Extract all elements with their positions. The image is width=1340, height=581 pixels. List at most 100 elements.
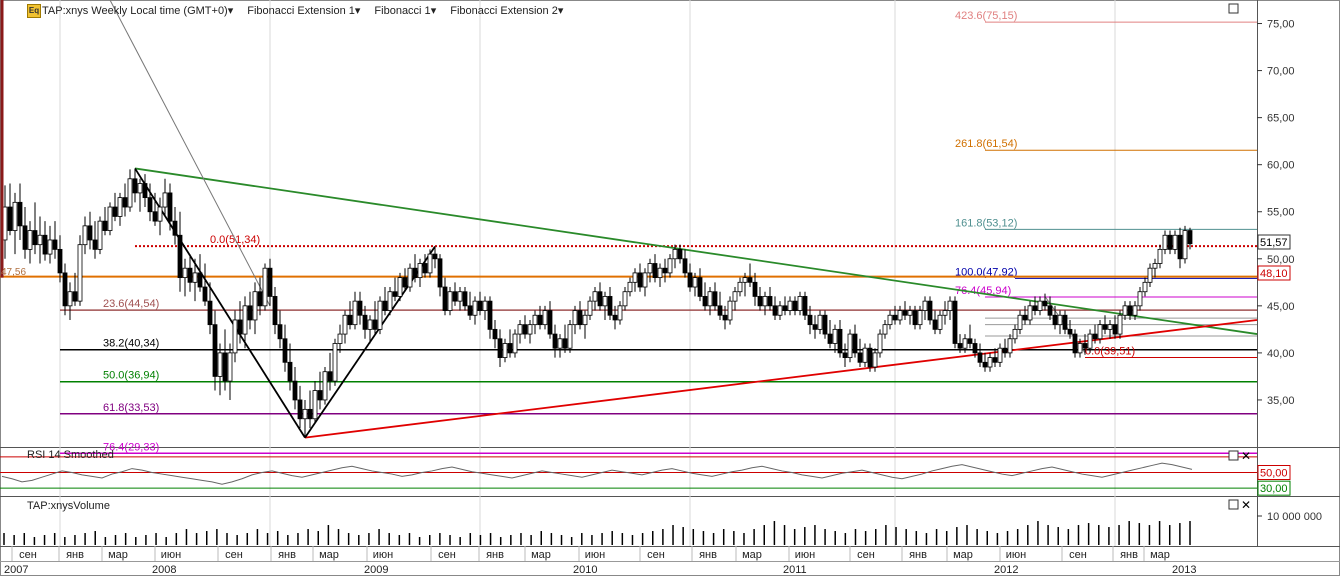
- symbol-menu[interactable]: TAP:xnys Weekly Local time (GMT+0)▾: [42, 4, 234, 17]
- candle-body: [1057, 314, 1063, 326]
- fib-extension-label: 0.0(39,51): [1085, 346, 1135, 358]
- candle-body: [132, 178, 138, 194]
- candle-body: [332, 343, 338, 382]
- candle-body: [982, 361, 988, 368]
- candle-body: [377, 300, 383, 330]
- candle-body: [822, 314, 828, 335]
- candle-body: [562, 338, 568, 349]
- candle-body: [1062, 314, 1068, 330]
- candle-body: [117, 197, 123, 217]
- candle-body: [532, 314, 538, 326]
- month-label: сен: [225, 549, 243, 561]
- fib-retracement-label: 0.0(51,34): [210, 234, 260, 246]
- volume-maximize-button[interactable]: [1228, 499, 1239, 510]
- candle-body: [147, 197, 153, 213]
- candle-body: [287, 361, 293, 382]
- candle-body: [1187, 230, 1193, 245]
- month-label: мар: [531, 549, 551, 561]
- candle-body: [92, 239, 98, 250]
- candle-body: [912, 310, 918, 326]
- candle-body: [72, 291, 78, 302]
- candle-body: [897, 310, 903, 321]
- candle-body: [77, 244, 83, 302]
- chart-toolbar: TAP:xnys Weekly Local time (GMT+0)▾ Fibo…: [42, 2, 563, 18]
- candle-body: [1102, 324, 1108, 330]
- candle-body: [317, 390, 323, 401]
- candle-body: [727, 300, 733, 321]
- candle-body: [932, 319, 938, 330]
- candle-body: [617, 305, 623, 321]
- candle-body: [62, 272, 68, 307]
- candle-body: [547, 310, 553, 335]
- trendline-gray: [109, 0, 271, 307]
- candle-body: [197, 272, 203, 288]
- rsi-level-label: 30,00: [1260, 483, 1288, 495]
- candle-body: [1162, 234, 1168, 250]
- candle-body: [482, 300, 488, 311]
- candle-body: [1027, 305, 1033, 321]
- candle-body: [302, 408, 308, 420]
- candle-body: [372, 319, 378, 330]
- candle-body: [477, 300, 483, 311]
- maximize-pane-button[interactable]: [1228, 3, 1239, 14]
- app-logo-icon[interactable]: Eq: [27, 4, 41, 18]
- y-tick-label: 65,00: [1267, 113, 1295, 125]
- candle-body: [777, 305, 783, 316]
- candle-body: [1147, 267, 1153, 283]
- candle-body: [97, 220, 103, 250]
- candle-body: [267, 267, 273, 297]
- candle-body: [702, 296, 708, 307]
- candle-body: [32, 230, 38, 246]
- candle-body: [597, 291, 603, 307]
- candle-body: [1067, 328, 1073, 335]
- rsi-close-icon[interactable]: ✕: [1241, 449, 1251, 463]
- y-tick-label: 75,00: [1267, 19, 1295, 31]
- trendline-green: [134, 167, 1258, 335]
- candle-body: [672, 248, 678, 260]
- candle-body: [952, 300, 958, 344]
- month-label: июн: [585, 549, 605, 561]
- rsi-label[interactable]: RSI 14 Smoothed: [27, 449, 114, 461]
- candle-body: [762, 296, 768, 307]
- candle-body: [567, 324, 573, 349]
- candle-body: [52, 239, 58, 250]
- candle-body: [282, 338, 288, 363]
- candle-body: [1137, 291, 1143, 307]
- month-label: янв: [699, 549, 717, 561]
- fib-extension-2-menu[interactable]: Fibonacci Extension 2▾: [450, 4, 564, 17]
- candle-body: [2, 206, 8, 241]
- candle-body: [972, 343, 978, 354]
- candle-body: [207, 300, 213, 326]
- rsi-maximize-button[interactable]: [1228, 450, 1239, 461]
- candle-body: [847, 333, 853, 358]
- candle-body: [802, 296, 808, 316]
- y-tick-label: 40,00: [1267, 348, 1295, 360]
- candle-body: [537, 314, 543, 326]
- fib-extension-1-menu[interactable]: Fibonacci Extension 1▾: [247, 4, 361, 17]
- candle-body: [102, 220, 108, 231]
- fib-extension-label: 423.6(75,15): [955, 10, 1017, 22]
- candle-body: [192, 272, 198, 283]
- month-label: мар: [1150, 549, 1170, 561]
- y-tick-label: 55,00: [1267, 207, 1295, 219]
- candle-body: [1037, 300, 1043, 311]
- fibonacci-1-menu[interactable]: Fibonacci 1▾: [374, 4, 437, 17]
- candle-body: [1157, 248, 1163, 264]
- month-label: янв: [909, 549, 927, 561]
- candle-body: [292, 380, 298, 401]
- candle-body: [957, 343, 963, 349]
- candle-body: [747, 277, 753, 283]
- volume-close-icon[interactable]: ✕: [1241, 498, 1251, 512]
- month-label: мар: [319, 549, 339, 561]
- candle-body: [277, 324, 283, 340]
- candle-body: [37, 234, 43, 246]
- candle-body: [1117, 314, 1123, 335]
- candle-body: [252, 291, 258, 321]
- candle-body: [857, 352, 863, 363]
- candle-body: [1092, 333, 1098, 340]
- last-price-label: 51,57: [1260, 237, 1288, 249]
- candle-body: [257, 291, 263, 307]
- fib-extension-label: 161.8(53,12): [955, 217, 1017, 229]
- candle-body: [397, 277, 403, 297]
